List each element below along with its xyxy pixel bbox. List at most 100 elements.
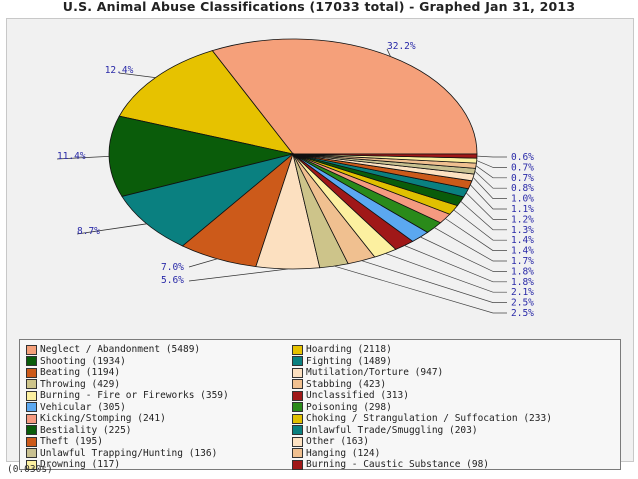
legend-item: Stabbing (423) — [292, 379, 386, 390]
legend-label: Beating (1194) — [40, 367, 121, 378]
pie-slice — [121, 153, 294, 247]
legend-item: Vehicular (305) — [26, 402, 126, 413]
label-leader-line — [76, 223, 147, 235]
legend-item: Drowning (117) — [26, 459, 120, 470]
slice-percent-label: 7.0% — [161, 262, 184, 273]
legend-swatch — [26, 448, 37, 458]
label-leader-line — [420, 236, 507, 272]
label-leader-line — [445, 218, 507, 251]
legend-item: Beating (1194) — [26, 367, 120, 378]
legend-label: Throwing (429) — [40, 378, 121, 390]
slice-percent-label: 1.3% — [511, 225, 534, 236]
legend-swatch — [292, 379, 303, 389]
legend-item: Choking / Strangulation / Suffocation (2… — [292, 413, 552, 424]
legend-swatch — [26, 344, 37, 355]
label-leader-line — [476, 155, 507, 158]
legend-swatch — [292, 344, 303, 355]
legend-label: Neglect / Abandonment (5489) — [40, 344, 201, 355]
label-leader-line — [188, 258, 218, 268]
slice-percent-label: 12.4% — [105, 65, 134, 76]
legend-item: Burning - Fire or Fireworks (359) — [26, 390, 229, 401]
legend-swatch — [26, 459, 37, 470]
label-leader-line — [470, 184, 507, 210]
legend-label: Fighting (1489) — [306, 355, 392, 367]
slice-percent-label: 0.8% — [511, 183, 534, 194]
chart-title: U.S. Animal Abuse Classifications (17033… — [62, 0, 576, 14]
label-leader-line — [460, 201, 507, 231]
legend-label: Bestiality (225) — [40, 424, 132, 436]
label-leader-line — [334, 265, 507, 314]
legend-swatch — [26, 436, 37, 447]
legend-label: Unclassified (313) — [306, 390, 409, 401]
label-leader-line — [188, 268, 288, 282]
slice-percent-label: 1.4% — [511, 246, 534, 257]
legend-swatch — [26, 379, 37, 389]
slice-percent-label: 0.6% — [511, 152, 534, 163]
legend-label: Kicking/Stomping (241) — [40, 413, 166, 424]
label-leader-line — [404, 245, 507, 283]
legend-swatch — [26, 367, 37, 378]
slice-percent-label: 1.0% — [511, 194, 534, 205]
label-leader-line — [434, 227, 507, 262]
legend-swatch — [292, 367, 303, 378]
pie-slice — [108, 115, 294, 197]
legend-item: Unlawful Trapping/Hunting (136) — [26, 448, 217, 459]
slice-percent-label: 1.8% — [511, 266, 534, 277]
slice-percent-label: 1.2% — [511, 214, 534, 225]
legend-label: Theft (195) — [40, 436, 103, 447]
legend-swatch — [292, 459, 303, 470]
slice-percent-label: 1.4% — [511, 235, 534, 246]
legend-swatch — [26, 402, 37, 412]
legend-swatch — [26, 413, 37, 424]
pie-slice — [118, 50, 294, 155]
label-leader-line — [476, 160, 507, 168]
legend-label: Unlawful Trade/Smuggling (203) — [306, 424, 478, 436]
slice-percent-label: 1.1% — [511, 204, 534, 215]
legend-label: Hanging (124) — [306, 447, 381, 459]
legend-item: Hoarding (2118) — [292, 344, 392, 355]
slice-percent-label: 1.8% — [511, 277, 534, 288]
legend-swatch — [292, 448, 303, 458]
legend-item: Throwing (429) — [26, 379, 120, 390]
pie-chart: 32.2%12.4%11.4%8.7%7.0%5.6%0.6%0.7%0.7%0… — [56, 38, 534, 319]
legend-item: Other (163) — [292, 436, 369, 447]
legend: Neglect / Abandonment (5489) Hoarding (21… — [19, 339, 621, 470]
legend-swatch — [292, 425, 303, 435]
legend-label: Choking / Strangulation / Suffocation (2… — [306, 413, 552, 424]
label-leader-line — [56, 156, 110, 160]
legend-label: Mutilation/Torture (947) — [306, 367, 444, 378]
legend-swatch — [292, 413, 303, 424]
chart-frame: 32.2% 12.4% 11.4% 8.7% 7.0% 5.6% 0.6% 0.7% 0.7% 0… — [6, 18, 634, 470]
label-leader-line — [386, 48, 391, 57]
slice-percent-label: 2.1% — [511, 287, 534, 298]
legend-item: Neglect / Abandonment (5489) — [26, 344, 200, 355]
legend-label: Other (163) — [306, 436, 369, 447]
legend-item: Shooting (1934) — [26, 356, 126, 367]
render-time: (0.030s) — [7, 464, 53, 475]
legend-label: Drowning (117) — [40, 459, 121, 470]
legend-item: Hanging (124) — [292, 448, 380, 459]
legend-label: Shooting (1934) — [40, 355, 126, 367]
slice-percent-label: 5.6% — [161, 275, 184, 286]
legend-swatch — [292, 356, 303, 366]
legend-label: Vehicular (305) — [40, 401, 126, 413]
legend-item: Poisoning (298) — [292, 402, 392, 413]
slice-percent-label: 0.7% — [511, 162, 534, 173]
legend-swatch — [292, 436, 303, 447]
label-leader-line — [361, 260, 507, 303]
legend-label: Hoarding (2118) — [306, 344, 392, 355]
legend-label: Stabbing (423) — [306, 378, 387, 390]
slice-percent-label: 8.7% — [77, 226, 100, 237]
legend-swatch — [26, 390, 37, 401]
slice-percent-label: 11.4% — [57, 151, 86, 162]
legend-swatch — [26, 425, 37, 435]
legend-item: Mutilation/Torture (947) — [292, 367, 443, 378]
label-leader-line — [385, 253, 507, 293]
label-leader-line — [474, 170, 507, 189]
slice-percent-label: 2.5% — [511, 308, 534, 319]
label-leader-line — [118, 72, 156, 78]
pie-slice — [292, 153, 478, 159]
legend-item: Theft (195) — [26, 436, 103, 447]
legend-swatch — [26, 356, 37, 366]
slice-percent-label: 32.2% — [387, 41, 416, 52]
